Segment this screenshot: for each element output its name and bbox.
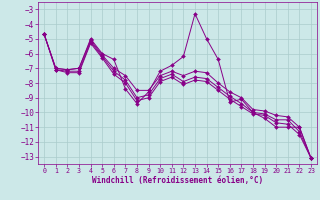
X-axis label: Windchill (Refroidissement éolien,°C): Windchill (Refroidissement éolien,°C) xyxy=(92,176,263,185)
